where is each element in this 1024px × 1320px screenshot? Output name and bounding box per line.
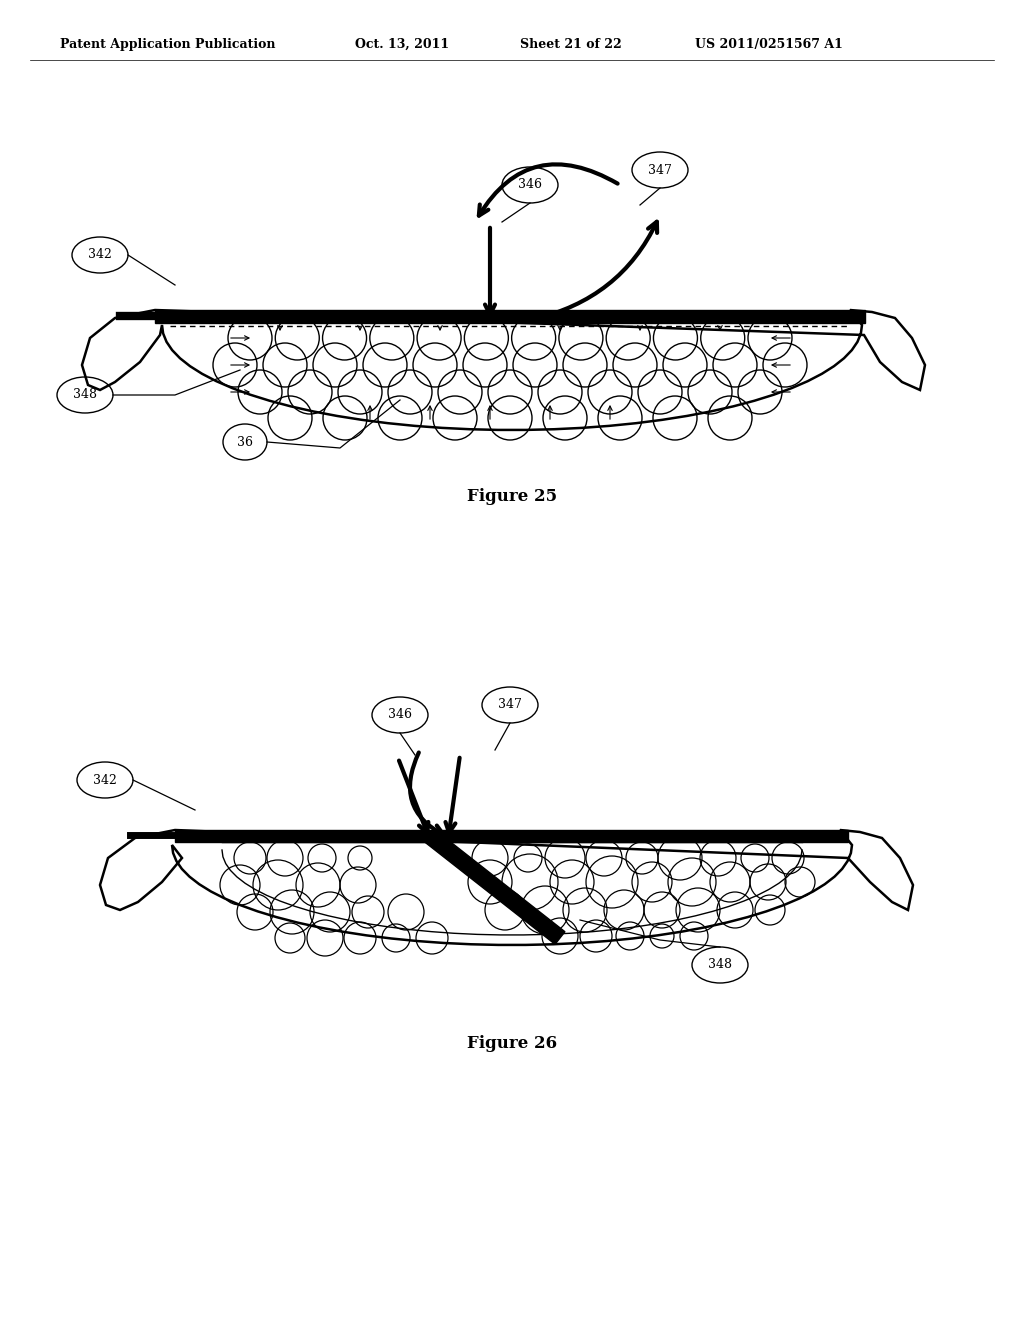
- Text: 342: 342: [93, 774, 117, 787]
- Text: Patent Application Publication: Patent Application Publication: [60, 38, 275, 51]
- Polygon shape: [82, 310, 925, 430]
- Text: US 2011/0251567 A1: US 2011/0251567 A1: [695, 38, 843, 51]
- Text: 346: 346: [388, 709, 412, 722]
- Bar: [175, 830, 848, 842]
- Bar: [155, 310, 865, 323]
- Polygon shape: [425, 830, 565, 944]
- Text: Figure 25: Figure 25: [467, 488, 557, 506]
- Text: Sheet 21 of 22: Sheet 21 of 22: [520, 38, 622, 51]
- Text: 346: 346: [518, 178, 542, 191]
- Text: Oct. 13, 2011: Oct. 13, 2011: [355, 38, 450, 51]
- Text: 342: 342: [88, 248, 112, 261]
- Text: 36: 36: [237, 436, 253, 449]
- Text: 348: 348: [708, 958, 732, 972]
- Text: 347: 347: [648, 164, 672, 177]
- Text: 347: 347: [498, 698, 522, 711]
- Text: 348: 348: [73, 388, 97, 401]
- Text: Figure 26: Figure 26: [467, 1035, 557, 1052]
- Polygon shape: [100, 830, 913, 945]
